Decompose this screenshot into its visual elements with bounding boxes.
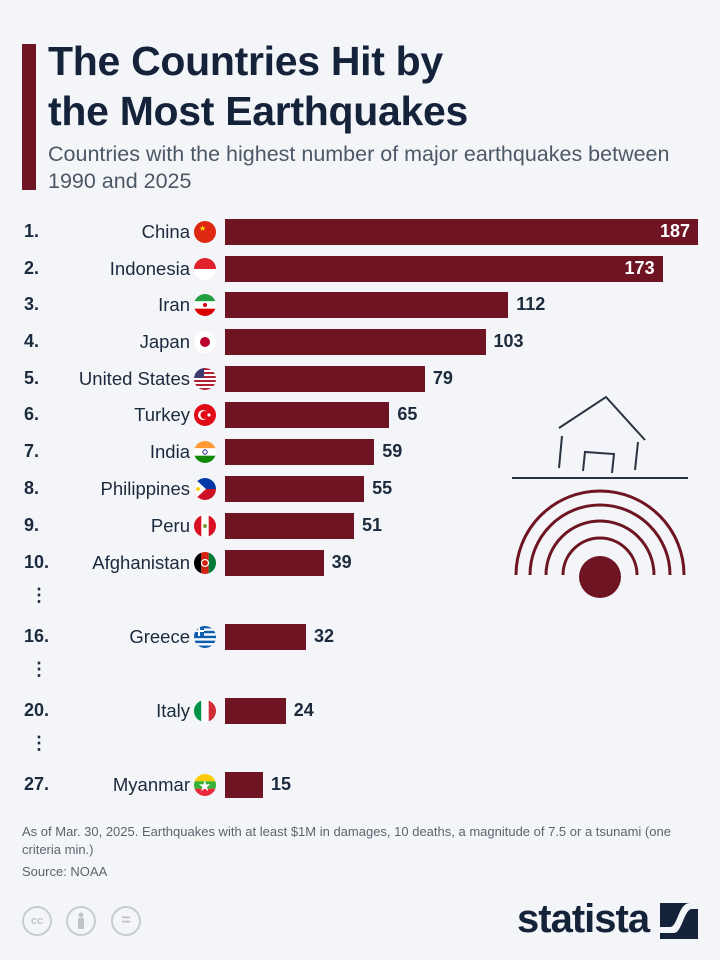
bar-row: 8. Philippines 55 [0, 474, 720, 504]
bar [225, 698, 286, 724]
statista-logo-mark-icon [660, 903, 698, 939]
rank-label: 27. [24, 774, 50, 794]
country-label: Japan [139, 331, 190, 352]
bar [225, 550, 324, 576]
bar-row: 2. Indonesia 173 [0, 254, 720, 284]
bar-row: 10. Afghanistan 39 [0, 548, 720, 578]
footnote: As of Mar. 30, 2025. Earthquakes with at… [22, 824, 671, 857]
ellipsis-marker: ⋮ [30, 733, 48, 753]
bar-row: 20. Italy 24 [0, 696, 720, 726]
value-label: 32 [313, 626, 334, 646]
us-flag-icon [194, 368, 216, 390]
value-label: 65 [397, 404, 418, 424]
value-label: 187 [659, 221, 690, 241]
rank-label: 4. [24, 331, 40, 351]
rank-label: 1. [24, 221, 40, 241]
philippines-flag-icon [194, 478, 216, 500]
rank-label: 8. [24, 478, 40, 498]
country-label: Greece [129, 626, 190, 647]
bar [225, 219, 698, 245]
value-label: 55 [372, 478, 393, 498]
indonesia-flag-icon [194, 258, 216, 280]
country-label: India [149, 441, 190, 462]
bar-row: 9. Peru 51 [0, 511, 720, 541]
value-label: 15 [270, 774, 291, 794]
bar [225, 329, 486, 355]
ellipsis-marker: ⋮ [30, 585, 48, 605]
bar [225, 513, 354, 539]
india-flag-icon [194, 441, 216, 463]
greece-flag-icon [194, 626, 216, 648]
svg-text:★: ★ [199, 224, 206, 233]
country-label: China [141, 221, 190, 242]
value-label: 173 [624, 258, 655, 278]
rank-label: 10. [24, 552, 50, 572]
nd-label: = [121, 912, 131, 929]
source-note: Source: NOAA [22, 864, 108, 879]
earthquake-house-icon [512, 395, 688, 598]
attribution-icon[interactable] [66, 906, 96, 936]
chart-title: The Countries Hit by the Most Earthquake… [48, 36, 468, 136]
bar [225, 292, 509, 318]
value-label: 24 [293, 700, 314, 720]
bar-row: 16. Greece 32 [0, 622, 720, 652]
country-label: Philippines [100, 478, 190, 499]
country-label: United States [78, 368, 190, 389]
bar-row: 1. China ★ 187 [0, 217, 720, 247]
peru-flag-icon [194, 515, 216, 537]
country-label: Iran [158, 294, 190, 315]
value-label: 112 [516, 294, 546, 314]
rank-label: 7. [24, 441, 40, 461]
person-icon [78, 912, 84, 929]
title-line-1: The Countries Hit by [48, 38, 443, 84]
bar [225, 624, 306, 650]
statista-logo[interactable]: statista [517, 897, 650, 941]
iran-flag-icon [194, 294, 216, 316]
country-label: Italy [156, 700, 190, 721]
bar-row: 4. Japan 103 [0, 327, 720, 357]
rank-label: 5. [24, 368, 40, 388]
country-label: Myanmar [112, 774, 190, 795]
bar [225, 476, 365, 502]
no-derivatives-icon[interactable]: = [111, 906, 141, 936]
cc-label: cc [30, 915, 44, 927]
rank-label: 2. [24, 258, 40, 278]
rank-label: 16. [24, 626, 50, 646]
value-label: 59 [382, 441, 403, 461]
rank-label: 9. [24, 515, 40, 535]
afghanistan-flag-icon [194, 552, 216, 574]
ellipsis-marker: ⋮ [30, 659, 48, 679]
china-flag-icon: ★ [194, 221, 216, 243]
rank-label: 3. [24, 294, 40, 314]
rank-label: 6. [24, 404, 40, 424]
bar [225, 256, 663, 282]
bar-row: 27. Myanmar ★ 15 [0, 770, 720, 800]
myanmar-flag-icon: ★ [194, 774, 216, 796]
turkey-flag-icon [194, 404, 216, 426]
value-label: 103 [493, 331, 524, 351]
country-label: Peru [150, 515, 190, 536]
value-label: 39 [331, 552, 352, 572]
value-label: 51 [362, 515, 383, 535]
italy-flag-icon [194, 700, 216, 722]
svg-text:★: ★ [198, 778, 211, 795]
bar-row: 5. United States 79 [0, 364, 720, 394]
country-label: Indonesia [109, 258, 190, 279]
title-line-2: the Most Earthquakes [48, 88, 469, 134]
chart-subtitle: Countries with the highest number of maj… [48, 142, 670, 193]
value-label: 79 [432, 368, 453, 388]
bar [225, 772, 263, 798]
country-label: Turkey [134, 404, 190, 425]
title-accent-bar [22, 44, 36, 190]
bar-row: 3. Iran 112 [0, 290, 720, 320]
bar-row: 7. India 59 [0, 437, 720, 467]
rank-label: 20. [24, 700, 50, 720]
bar [225, 366, 425, 392]
cc-license-icon[interactable]: cc [22, 906, 52, 936]
bar [225, 439, 375, 465]
bar [225, 402, 390, 428]
country-label: Afghanistan [92, 552, 190, 573]
bar-row: 6. Turkey 65 [0, 400, 720, 430]
japan-flag-icon [194, 331, 216, 353]
